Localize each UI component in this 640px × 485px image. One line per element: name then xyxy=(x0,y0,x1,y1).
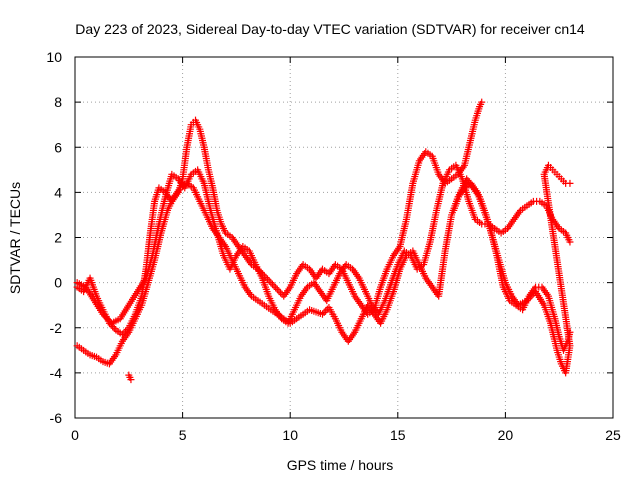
x-tick-label: 15 xyxy=(390,427,406,443)
data-point xyxy=(270,282,278,290)
x-tick-label: 5 xyxy=(179,427,187,443)
points-layer xyxy=(73,98,574,384)
x-tick-label: 25 xyxy=(605,427,621,443)
x-tick-label: 10 xyxy=(282,427,298,443)
data-point xyxy=(110,324,118,332)
y-tick-label: -4 xyxy=(50,365,63,381)
series-trace-1 xyxy=(73,98,486,339)
chart-title: Day 223 of 2023, Sidereal Day-to-day VTE… xyxy=(75,21,585,37)
y-tick-label: -6 xyxy=(50,410,63,426)
axis-layer: 0 5 10 15 20 25 -6 -4 -2 0 2 4 6 8 10 xyxy=(46,49,621,443)
y-tick-label: 4 xyxy=(54,184,62,200)
data-point xyxy=(320,309,328,317)
data-point xyxy=(265,277,273,285)
data-point xyxy=(109,323,117,331)
y-axis-label: SDTVAR / TECUs xyxy=(7,182,23,294)
data-point xyxy=(322,307,330,315)
y-tick-label: 2 xyxy=(54,230,62,246)
x-tick-label: 0 xyxy=(71,427,79,443)
series-trace-4 xyxy=(125,161,574,384)
data-point xyxy=(318,310,326,318)
x-tick-label: 20 xyxy=(498,427,514,443)
data-point xyxy=(478,98,486,106)
data-point xyxy=(272,284,280,292)
grid-layer xyxy=(75,57,613,418)
data-point xyxy=(267,279,275,287)
y-tick-label: 10 xyxy=(46,49,62,65)
x-axis-label: GPS time / hours xyxy=(287,457,394,473)
y-tick-label: 6 xyxy=(54,139,62,155)
data-point xyxy=(273,285,281,293)
y-tick-label: -2 xyxy=(50,320,63,336)
y-tick-label: 0 xyxy=(54,275,62,291)
data-point xyxy=(275,287,283,295)
y-tick-label: 8 xyxy=(54,94,62,110)
data-point xyxy=(127,376,135,384)
data-point xyxy=(566,238,574,246)
data-point xyxy=(264,275,272,283)
data-point xyxy=(268,280,276,288)
data-point xyxy=(566,179,574,187)
